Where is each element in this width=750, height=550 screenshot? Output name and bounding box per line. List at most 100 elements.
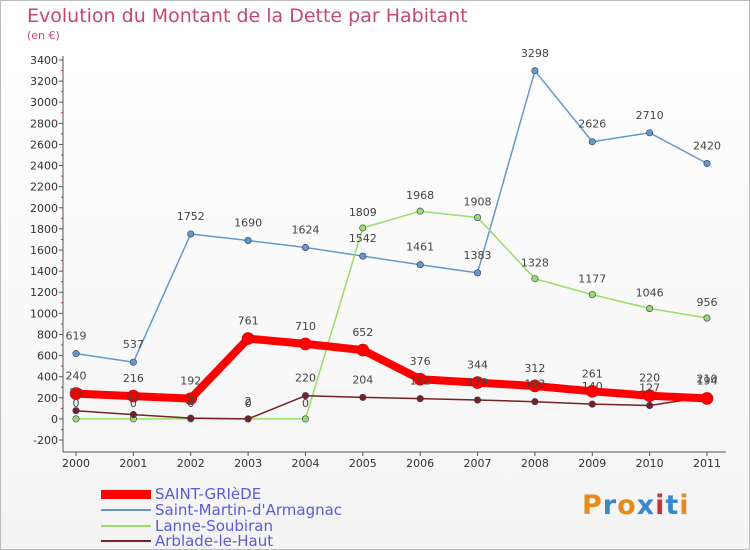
legend-entry: SAINT-GRIèDE <box>101 485 261 503</box>
data-label: 41 <box>126 391 140 404</box>
data-label: 761 <box>238 315 259 328</box>
data-point <box>703 159 711 167</box>
data-point <box>646 129 654 137</box>
data-point <box>471 376 484 389</box>
data-point <box>588 291 596 299</box>
data-label: 2 <box>245 395 252 408</box>
y-tick-label: 1400 <box>30 265 58 278</box>
data-label: 1328 <box>521 257 549 270</box>
y-tick-label: 1800 <box>30 223 58 236</box>
data-label: 710 <box>295 320 316 333</box>
logo-letter: t <box>665 490 680 521</box>
data-point <box>356 343 370 357</box>
data-label: 652 <box>352 326 373 339</box>
data-point <box>301 415 309 423</box>
legend-label: Lanne-Soubiran <box>155 517 273 535</box>
data-point <box>646 304 654 312</box>
data-point <box>129 358 137 366</box>
data-point <box>184 392 198 405</box>
data-label: 261 <box>582 367 603 380</box>
data-point <box>244 415 252 423</box>
data-point <box>69 387 83 400</box>
data-label: 0 <box>245 397 252 410</box>
x-tick-label: 2000 <box>62 457 90 470</box>
data-point <box>72 415 80 423</box>
x-tick-label: 2008 <box>521 457 549 470</box>
data-point <box>244 237 252 245</box>
proxiti-logo: Proxiti <box>582 490 690 521</box>
series-line <box>75 70 708 363</box>
data-label: 1461 <box>406 241 434 254</box>
logo-letter: i <box>679 490 690 521</box>
logo-letter: r <box>602 490 618 521</box>
y-tick-label: -200 <box>33 434 58 447</box>
data-label: 1542 <box>349 232 377 245</box>
data-label: 2710 <box>636 109 664 122</box>
y-tick-label: 800 <box>37 328 58 341</box>
chart-subtitle: (en €) <box>27 29 60 42</box>
data-point <box>413 372 427 386</box>
legend-swatch <box>101 509 151 511</box>
y-tick-label: 3000 <box>30 96 58 109</box>
data-label: 7 <box>187 394 194 407</box>
data-label: 619 <box>66 330 87 343</box>
y-tick-label: 2200 <box>30 181 58 194</box>
legend-entry: Lanne-Soubiran <box>101 517 273 535</box>
y-tick-label: 1600 <box>30 244 58 257</box>
legend-swatch <box>101 525 151 527</box>
data-label: 376 <box>410 355 431 368</box>
y-tick-label: 600 <box>37 350 58 363</box>
data-label: 1908 <box>464 195 492 208</box>
data-point <box>528 379 542 393</box>
x-tick-label: 2005 <box>349 457 377 470</box>
data-point <box>359 393 367 401</box>
data-point <box>129 411 137 419</box>
logo-letter: P <box>582 490 603 521</box>
legend-entry: Arblade-le-Haut <box>101 532 273 550</box>
series-line <box>75 394 708 420</box>
x-tick-label: 2011 <box>693 457 721 470</box>
data-point <box>703 314 711 322</box>
data-label: 0 <box>187 397 194 410</box>
data-label: 1752 <box>177 210 205 223</box>
data-point <box>187 230 195 238</box>
logo-letter: o <box>617 490 637 521</box>
chart-title: Evolution du Montant de la Dette par Hab… <box>27 5 468 27</box>
logo-letter: i <box>655 490 666 521</box>
data-label: 220 <box>639 372 660 385</box>
data-point <box>416 207 424 215</box>
y-tick-label: 1000 <box>30 307 58 320</box>
data-label: 312 <box>524 362 545 375</box>
data-label: 537 <box>123 338 144 351</box>
y-tick-label: 2800 <box>30 117 58 130</box>
y-tick-label: 2600 <box>30 138 58 151</box>
data-label: 1809 <box>349 206 377 219</box>
data-label: 78 <box>69 387 83 400</box>
logo-letter: x <box>636 490 656 521</box>
data-label: 1177 <box>578 273 606 286</box>
y-tick-label: 2400 <box>30 160 58 173</box>
data-point <box>474 213 482 221</box>
data-point <box>72 350 80 358</box>
data-label: 1690 <box>234 217 262 230</box>
data-label: 127 <box>639 381 660 394</box>
data-point <box>416 395 424 403</box>
data-label: 220 <box>295 372 316 385</box>
data-point <box>585 385 599 398</box>
data-label: 140 <box>582 380 603 393</box>
data-label: 0 <box>73 397 80 410</box>
legend-label: SAINT-GRIèDE <box>155 485 262 503</box>
data-label: 344 <box>467 359 488 372</box>
data-point <box>531 67 539 75</box>
data-point <box>359 224 367 232</box>
data-point <box>531 398 539 406</box>
data-point <box>643 389 656 402</box>
legend-swatch <box>101 489 151 499</box>
legend-label: Arblade-le-Haut <box>155 532 274 550</box>
y-tick-label: 200 <box>37 392 58 405</box>
data-point <box>588 138 596 146</box>
data-label: 163 <box>524 378 545 391</box>
data-label: 1046 <box>636 286 664 299</box>
